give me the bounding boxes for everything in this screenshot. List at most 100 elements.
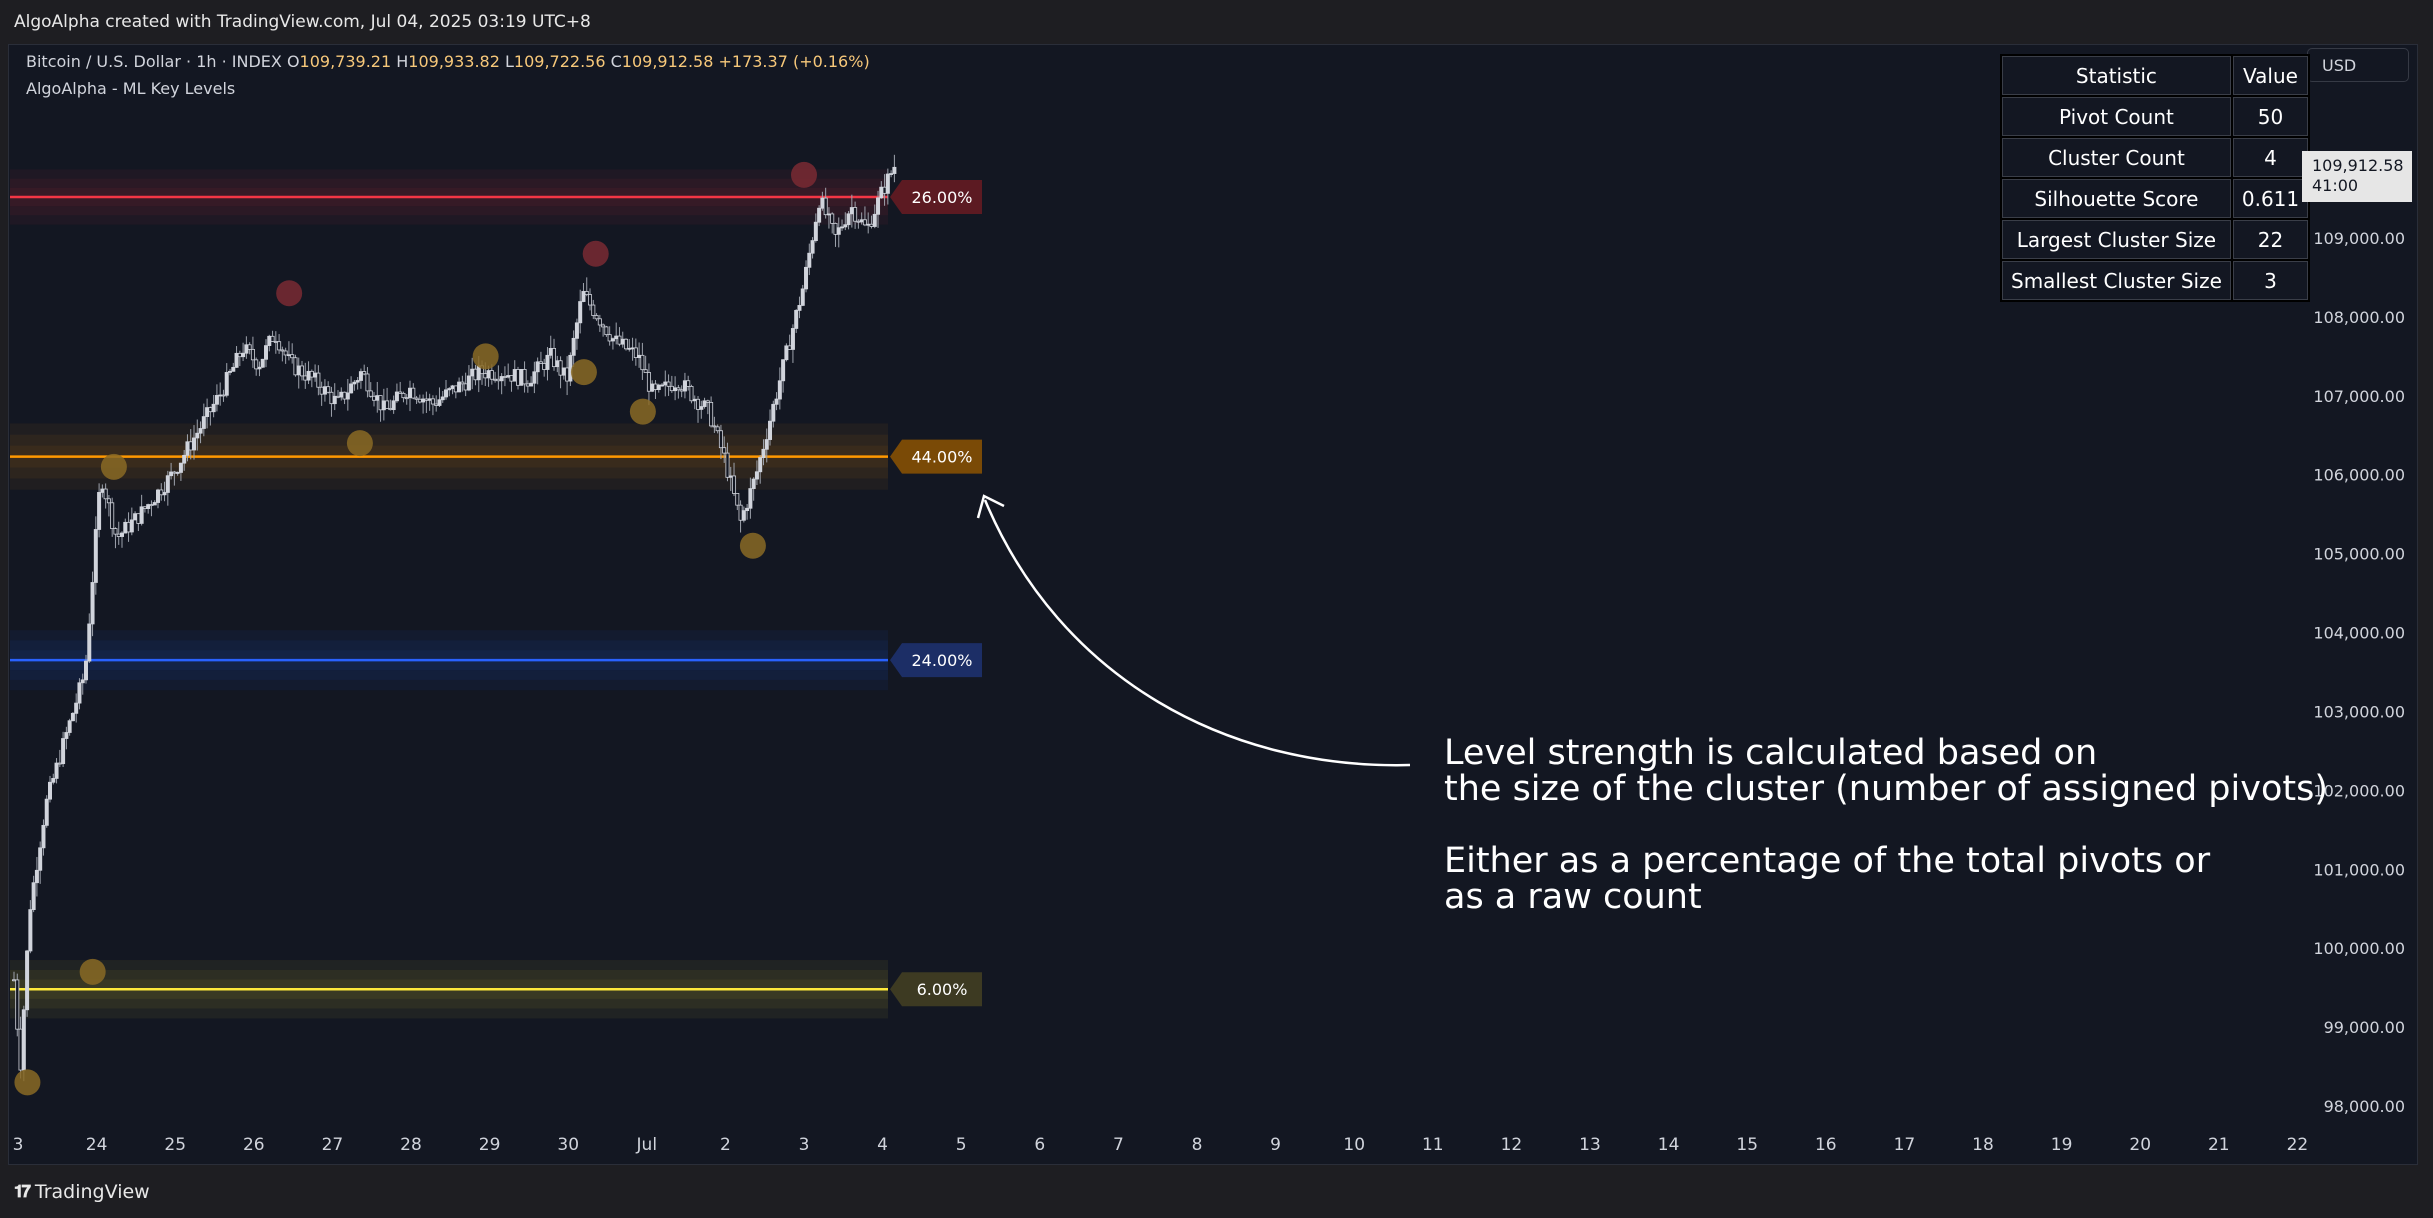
table-row: Largest Cluster Size 22 <box>2002 220 2309 259</box>
candle <box>761 448 766 459</box>
level-label-tag <box>890 643 982 678</box>
symbol-legend[interactable]: Bitcoin / U.S. Dollar · 1h · INDEX O109,… <box>26 52 870 71</box>
x-tick-label: 17 <box>1894 1135 1916 1155</box>
candle <box>44 798 49 826</box>
candle <box>817 207 822 223</box>
candle <box>205 407 210 417</box>
x-tick-label: 9 <box>1270 1135 1281 1155</box>
candle <box>440 396 445 401</box>
candle <box>64 732 69 739</box>
candle <box>336 395 341 398</box>
pivot-marker <box>629 398 656 425</box>
stat-label: Largest Cluster Size <box>2002 220 2231 259</box>
candle <box>460 381 465 385</box>
y-tick-label: 108,000.00 <box>2313 308 2405 327</box>
candle <box>777 380 782 400</box>
candle <box>581 291 586 302</box>
candle <box>365 373 370 392</box>
candle <box>699 406 704 410</box>
candle <box>882 186 887 194</box>
symbol-name: Bitcoin / U.S. Dollar · 1h · INDEX <box>26 52 282 71</box>
level-label: 24.00% <box>890 643 982 678</box>
x-tick-label: 2 <box>720 1135 731 1155</box>
candle <box>146 504 151 509</box>
candle <box>322 386 327 395</box>
x-tick-label: 14 <box>1658 1135 1680 1155</box>
candle <box>48 781 53 800</box>
tradingview-logo-icon: 𝟏𝟕 <box>14 1182 31 1202</box>
candle <box>51 778 56 783</box>
x-tick-label: 25 <box>164 1135 186 1155</box>
candle <box>702 400 707 407</box>
candle <box>637 354 642 358</box>
candle <box>885 173 890 194</box>
candle <box>270 335 275 342</box>
currency-button[interactable]: USD <box>2307 48 2409 82</box>
candle <box>555 360 560 368</box>
x-tick-label: 6 <box>1034 1135 1045 1155</box>
annotation-arrowhead <box>976 494 1005 519</box>
candle <box>293 357 298 376</box>
stat-value: 3 <box>2232 261 2309 300</box>
candle <box>519 369 524 386</box>
candle <box>214 395 219 405</box>
candle <box>316 372 321 388</box>
candle <box>745 507 750 512</box>
candle <box>264 345 269 360</box>
candle <box>725 452 730 478</box>
candle <box>257 366 262 370</box>
last-price-badge: 109,912.58 41:00 <box>2302 151 2412 202</box>
y-tick-label: 103,000.00 <box>2313 702 2405 721</box>
candle <box>538 361 543 364</box>
y-tick-label: 100,000.00 <box>2313 939 2405 958</box>
candle <box>463 383 468 391</box>
close-value: 109,912.58 <box>621 52 714 71</box>
candle <box>627 347 632 350</box>
candle <box>823 197 828 216</box>
candle <box>211 403 216 413</box>
candle <box>156 489 161 503</box>
candle <box>421 398 426 403</box>
candle <box>61 738 66 765</box>
candle <box>535 361 540 373</box>
candle <box>738 504 743 521</box>
candle <box>741 510 746 521</box>
candle <box>345 392 350 400</box>
indicator-legend[interactable]: AlgoAlpha - ML Key Levels <box>26 79 236 98</box>
chart-credit: AlgoAlpha created with TradingView.com, … <box>14 12 591 32</box>
candle <box>597 318 602 326</box>
candle <box>93 529 98 583</box>
x-tick-label: 19 <box>2051 1135 2073 1155</box>
level-label-tag <box>890 439 982 474</box>
candle <box>208 407 213 413</box>
candle <box>339 391 344 398</box>
candle <box>545 354 550 370</box>
candle <box>411 387 416 399</box>
candle <box>889 173 894 175</box>
candle <box>113 528 118 535</box>
level-labels: 26.00% 44.00% 24.00% 6.00% <box>890 179 982 1007</box>
candle <box>493 378 498 381</box>
candle <box>77 682 82 704</box>
pivot-marker <box>582 240 609 267</box>
candle <box>116 533 121 537</box>
candle <box>381 400 386 411</box>
level-label-tag <box>890 972 982 1007</box>
candle <box>790 328 795 350</box>
candle <box>676 387 681 391</box>
candle <box>853 207 858 222</box>
candle <box>221 394 226 397</box>
candle <box>617 335 622 345</box>
x-tick-label: 3 <box>799 1135 810 1155</box>
y-tick-label: 99,000.00 <box>2324 1018 2405 1037</box>
brand[interactable]: 𝟏𝟕 TradingView <box>14 1181 150 1203</box>
candle <box>712 425 717 428</box>
candle <box>424 398 429 401</box>
candle <box>754 471 759 480</box>
candle <box>872 213 877 227</box>
level-label-text: 6.00% <box>917 980 968 999</box>
candle <box>673 387 678 392</box>
candle <box>728 475 733 478</box>
candle <box>277 341 282 351</box>
